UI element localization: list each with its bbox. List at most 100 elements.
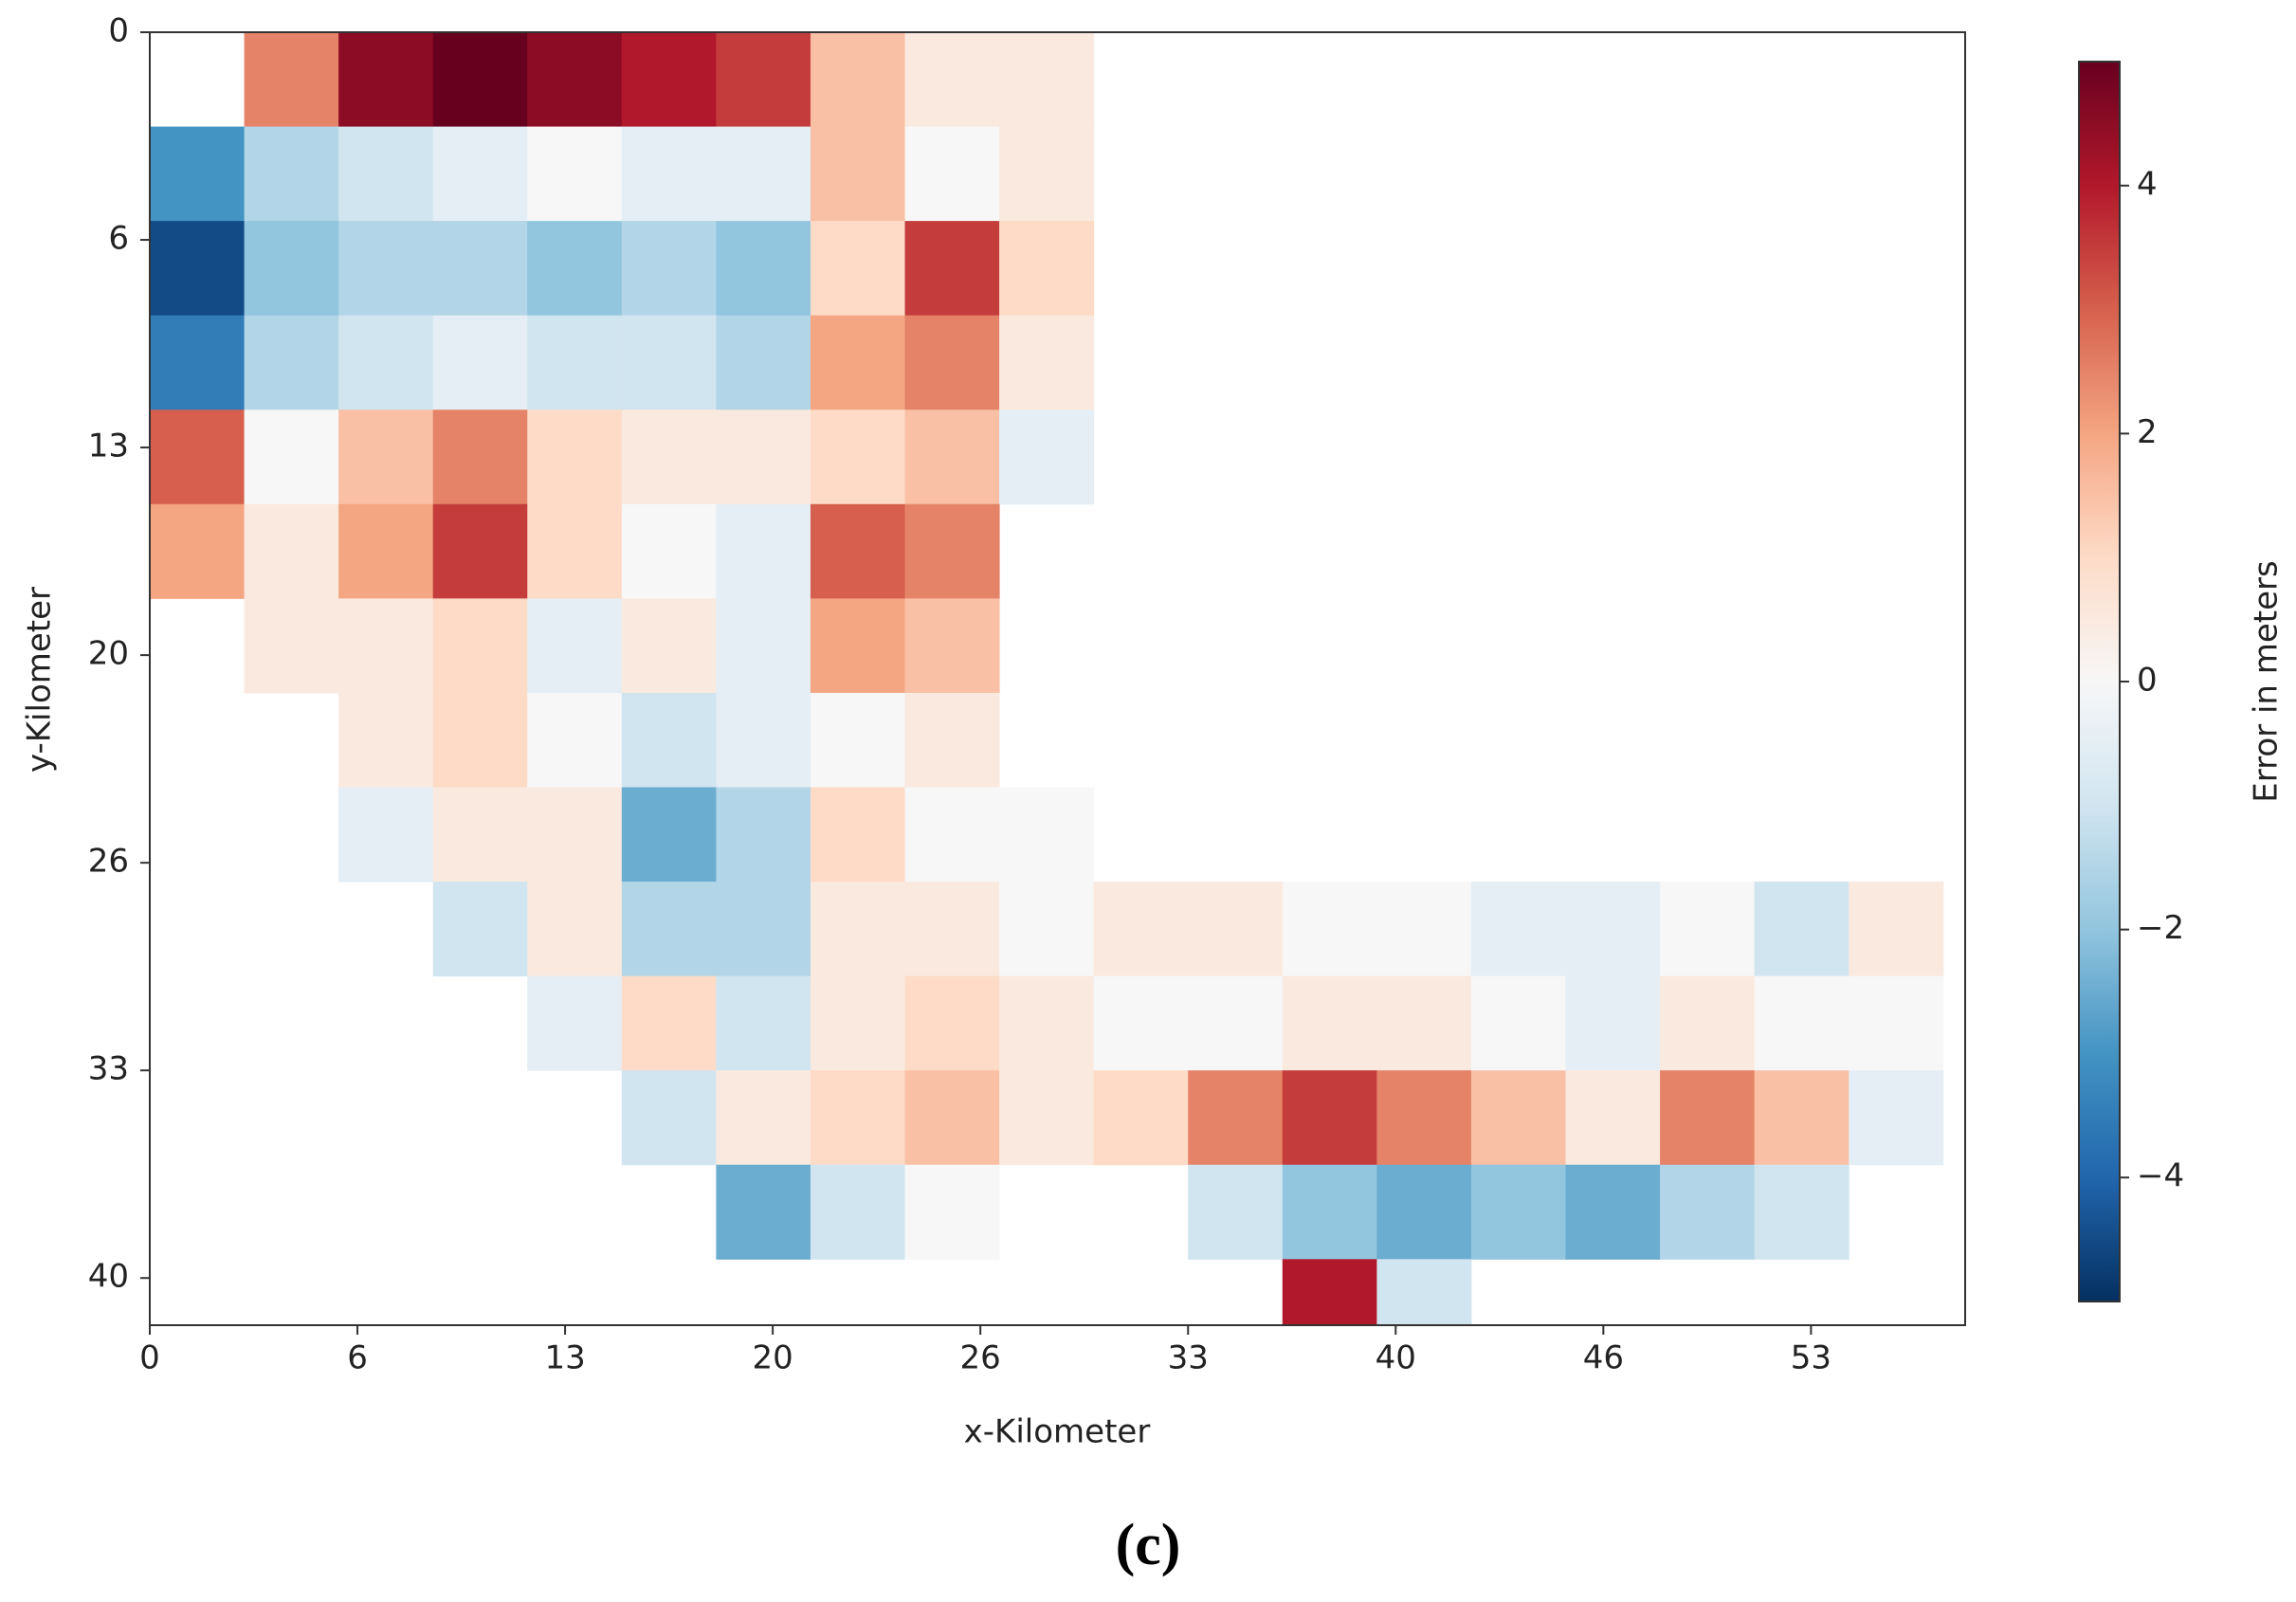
heatmap-cell [904,410,1000,505]
heatmap-cell [1282,975,1377,1071]
heatmap-cell [904,221,1000,317]
heatmap-cell [1376,1070,1472,1166]
heatmap-cell [810,882,906,977]
heatmap-cell [999,975,1095,1071]
heatmap-cell [432,410,528,505]
heatmap-cell [1660,1070,1756,1166]
heatmap-cell [904,975,1000,1071]
heatmap-cell [810,410,906,505]
heatmap-cell [527,882,623,977]
heatmap-cell [1470,975,1567,1071]
heatmap-cell [1660,1164,1756,1260]
heatmap-cell [1849,1070,1944,1166]
heatmap-cell [621,221,717,317]
heatmap-cell [244,32,339,128]
y-tick-label: 40 [88,1258,129,1296]
heatmap-cell [338,32,434,128]
heatmap-cell [244,598,339,694]
heatmap-cell [716,598,811,694]
heatmap-cell [621,32,717,128]
y-axis-label: y-Kilometer [21,587,59,773]
heatmap-cell [716,126,811,222]
y-tick-label: 13 [88,428,129,465]
heatmap-cell [527,598,623,694]
heatmap-cell [904,692,1000,788]
heatmap-cell [150,126,246,222]
heatmap-cell [1188,1164,1284,1260]
heatmap-cell [810,787,906,883]
heatmap-cell [1754,975,1850,1071]
heatmap-cell [527,221,623,317]
heatmap-cell [810,1164,906,1260]
heatmap-cell [716,32,811,128]
heatmap-cell [1188,882,1284,977]
heatmap-cell [338,503,434,599]
heatmap-cell [904,503,1000,599]
heatmap-cell [1093,882,1189,977]
heatmap-cell [432,32,528,128]
heatmap-cell [621,315,717,410]
x-tick-label: 13 [544,1339,585,1377]
heatmap-cell [999,315,1095,410]
heatmap-cell [527,975,623,1071]
heatmap-cell [716,692,811,788]
plot-frame [149,31,1966,1326]
x-tick-label: 6 [347,1339,368,1377]
heatmap-cell [904,126,1000,222]
x-tick-label: 53 [1791,1339,1831,1377]
heatmap-cell [1282,1164,1377,1260]
heatmap-cell [810,126,906,222]
heatmap-cell [716,1070,811,1166]
heatmap-cell [904,32,1000,128]
colorbar-tick-label: −2 [2137,909,2184,947]
heatmap-cell [999,32,1095,128]
heatmap-cell [621,1070,717,1166]
heatmap-cell [621,787,717,883]
heatmap-cell [1660,882,1756,977]
x-tick-label: 0 [139,1339,160,1377]
colorbar-tick-label: 2 [2137,413,2158,451]
heatmap-cell [1282,1070,1377,1166]
caption: (c) [1116,1513,1181,1577]
heatmap-cell [150,410,246,505]
heatmap-cell [716,315,811,410]
heatmap-cell [1376,975,1472,1071]
heatmap-cell [904,315,1000,410]
heatmap-cell [338,692,434,788]
heatmap-cell [1754,1070,1850,1166]
heatmap-cell [338,221,434,317]
heatmap-cell [1188,975,1284,1071]
colorbar [2078,61,2121,1302]
heatmap-cell [1470,1070,1567,1166]
heatmap-cell [810,32,906,128]
heatmap-cell [1376,882,1472,977]
heatmap-cell [1282,882,1377,977]
x-axis-label: x-Kilometer [964,1413,1151,1451]
colorbar-tick-label: 4 [2137,165,2158,203]
heatmap-cell [244,315,339,410]
heatmap-cell [1565,882,1661,977]
heatmap-cell [432,221,528,317]
heatmap-cell [810,221,906,317]
heatmap-cell [999,1070,1095,1166]
y-tick-label: 6 [108,220,129,258]
heatmap-cell [338,410,434,505]
y-tick-label: 33 [88,1050,129,1088]
heatmap-cell [1470,882,1567,977]
heatmap-cell [1849,975,1944,1071]
x-tick-label: 20 [753,1339,793,1377]
heatmap-cell [1376,1164,1472,1260]
heatmap-cell [1565,975,1661,1071]
heatmap-cell [432,315,528,410]
heatmap-cell [1849,882,1944,977]
heatmap-cell [621,975,717,1071]
heatmap-cell [432,787,528,883]
x-tick-label: 26 [960,1339,1001,1377]
y-tick-label: 26 [88,843,129,881]
heatmap-cell [244,126,339,222]
y-tick-label: 20 [88,635,129,673]
heatmap-cell [621,503,717,599]
heatmap-cell [244,503,339,599]
